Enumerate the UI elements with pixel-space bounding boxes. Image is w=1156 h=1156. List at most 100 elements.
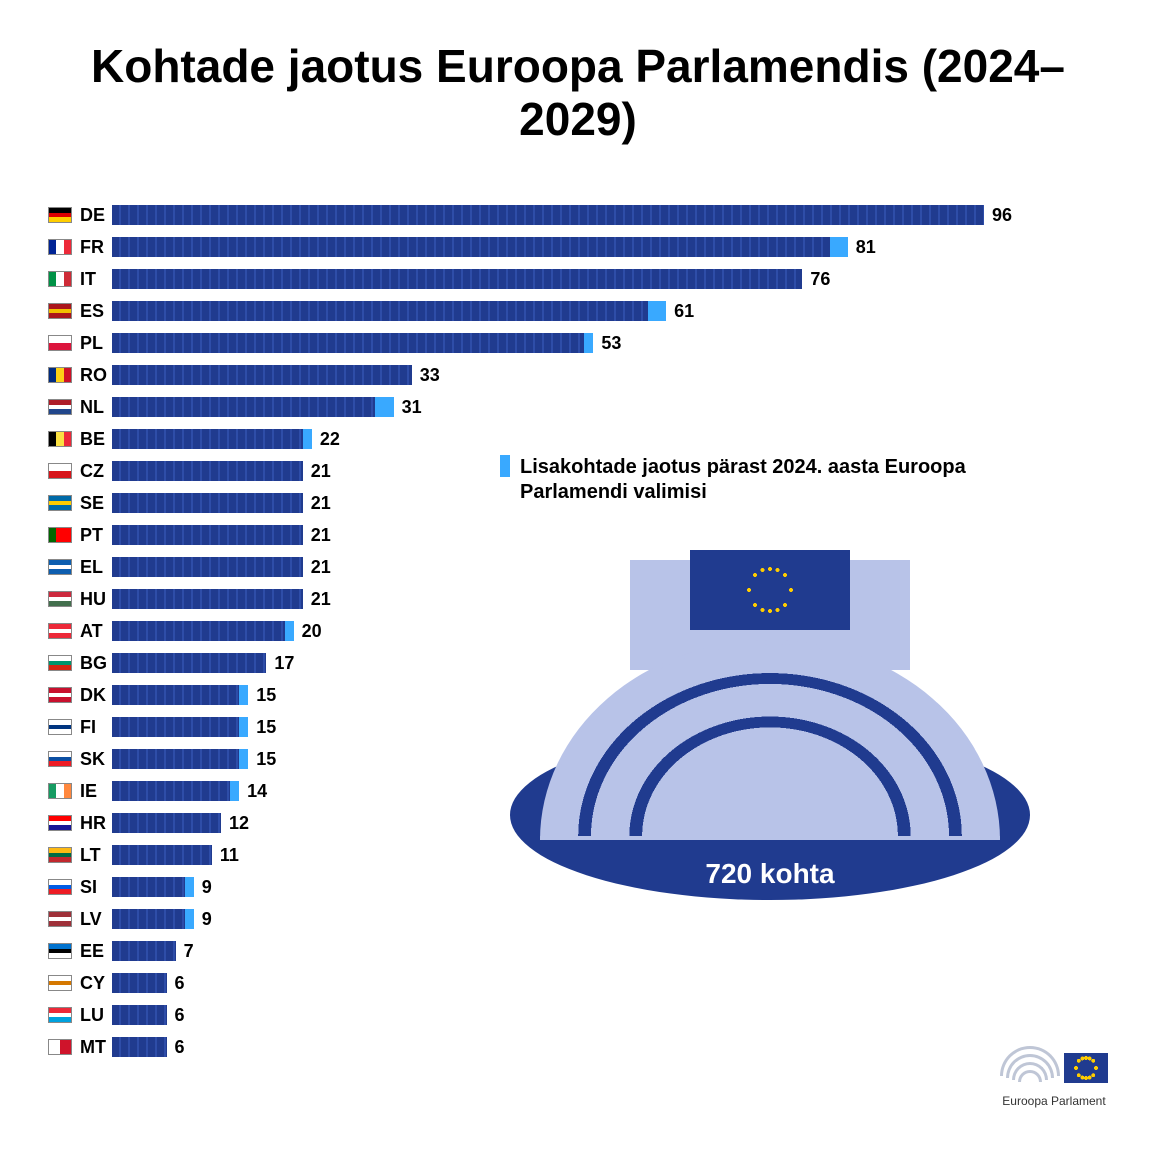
- flag-icon: [48, 239, 72, 255]
- bar-extra: [185, 877, 194, 897]
- flag-icon: [48, 399, 72, 415]
- country-code: LT: [72, 845, 112, 866]
- flag-icon: [48, 559, 72, 575]
- flag-icon: [48, 335, 72, 351]
- bar-base: [112, 717, 239, 737]
- country-code: DK: [72, 685, 112, 706]
- country-code: MT: [72, 1037, 112, 1058]
- country-row-be: BE 22: [48, 424, 1108, 454]
- country-code: IE: [72, 781, 112, 802]
- seat-count: 17: [266, 653, 294, 674]
- flag-icon: [48, 847, 72, 863]
- bar-base: [112, 301, 648, 321]
- bar-base: [112, 429, 303, 449]
- country-code: BG: [72, 653, 112, 674]
- bar-base: [112, 781, 230, 801]
- eu-flag-icon: [1064, 1053, 1108, 1083]
- bar-base: [112, 237, 830, 257]
- bar-extra: [239, 717, 248, 737]
- bar-base: [112, 813, 221, 833]
- total-seats-label: 720 kohta: [480, 858, 1060, 890]
- seat-count: 96: [984, 205, 1012, 226]
- bar-base: [112, 269, 802, 289]
- country-row-nl: NL31: [48, 392, 1108, 422]
- country-code: AT: [72, 621, 112, 642]
- flag-icon: [48, 495, 72, 511]
- country-code: HR: [72, 813, 112, 834]
- country-code: SI: [72, 877, 112, 898]
- bar-extra: [230, 781, 239, 801]
- page-title: Kohtade jaotus Euroopa Parlamendis (2024…: [0, 0, 1156, 176]
- flag-icon: [48, 1039, 72, 1055]
- seat-count: 6: [167, 973, 185, 994]
- bar-base: [112, 877, 185, 897]
- flag-icon: [48, 623, 72, 639]
- country-row-cy: CY 6: [48, 968, 1108, 998]
- country-code: SK: [72, 749, 112, 770]
- country-code: CY: [72, 973, 112, 994]
- seat-count: 15: [248, 749, 276, 770]
- country-code: LV: [72, 909, 112, 930]
- country-row-es: ES 61: [48, 296, 1108, 326]
- seat-count: 61: [666, 301, 694, 322]
- bar-base: [112, 589, 303, 609]
- ep-logo: Euroopa Parlament: [1000, 1046, 1108, 1108]
- flag-icon: [48, 655, 72, 671]
- bar-base: [112, 749, 239, 769]
- seat-count: 15: [248, 685, 276, 706]
- country-code: ES: [72, 301, 112, 322]
- seat-count: 76: [802, 269, 830, 290]
- flag-icon: [48, 463, 72, 479]
- seat-count: 20: [294, 621, 322, 642]
- bar-base: [112, 653, 266, 673]
- flag-icon: [48, 911, 72, 927]
- seat-count: 21: [303, 557, 331, 578]
- bar-base: [112, 941, 176, 961]
- bar-base: [112, 909, 185, 929]
- country-code: RO: [72, 365, 112, 386]
- seat-count: 11: [212, 845, 239, 866]
- flag-icon: [48, 1007, 72, 1023]
- country-row-mt: MT 6: [48, 1032, 1108, 1062]
- country-code: CZ: [72, 461, 112, 482]
- flag-icon: [48, 591, 72, 607]
- country-row-pl: PL53: [48, 328, 1108, 358]
- country-code: HU: [72, 589, 112, 610]
- flag-icon: [48, 207, 72, 223]
- flag-icon: [48, 303, 72, 319]
- bar-extra: [239, 685, 248, 705]
- flag-icon: [48, 783, 72, 799]
- seat-count: 15: [248, 717, 276, 738]
- flag-icon: [48, 687, 72, 703]
- bar-base: [112, 973, 167, 993]
- country-code: FR: [72, 237, 112, 258]
- flag-icon: [48, 271, 72, 287]
- bar-base: [112, 845, 212, 865]
- country-code: SE: [72, 493, 112, 514]
- country-row-lu: LU6: [48, 1000, 1108, 1030]
- seat-count: 7: [176, 941, 194, 962]
- seat-count: 9: [194, 909, 212, 930]
- country-code: BE: [72, 429, 112, 450]
- ep-logo-caption: Euroopa Parlament: [1002, 1094, 1105, 1108]
- seat-count: 6: [167, 1005, 185, 1026]
- country-code: IT: [72, 269, 112, 290]
- country-row-ee: EE7: [48, 936, 1108, 966]
- bar-extra: [185, 909, 194, 929]
- bar-extra: [239, 749, 248, 769]
- seat-count: 6: [167, 1037, 185, 1058]
- bar-base: [112, 333, 584, 353]
- country-code: DE: [72, 205, 112, 226]
- country-code: EL: [72, 557, 112, 578]
- flag-icon: [48, 527, 72, 543]
- legend: Lisakohtade jaotus pärast 2024. aasta Eu…: [500, 455, 1020, 505]
- bar-base: [112, 461, 303, 481]
- seat-count: 33: [412, 365, 440, 386]
- flag-icon: [48, 367, 72, 383]
- country-code: FI: [72, 717, 112, 738]
- seat-count: 22: [312, 429, 340, 450]
- bar-base: [112, 205, 984, 225]
- ep-arcs-icon: [1000, 1046, 1060, 1090]
- bar-base: [112, 365, 412, 385]
- flag-icon: [48, 975, 72, 991]
